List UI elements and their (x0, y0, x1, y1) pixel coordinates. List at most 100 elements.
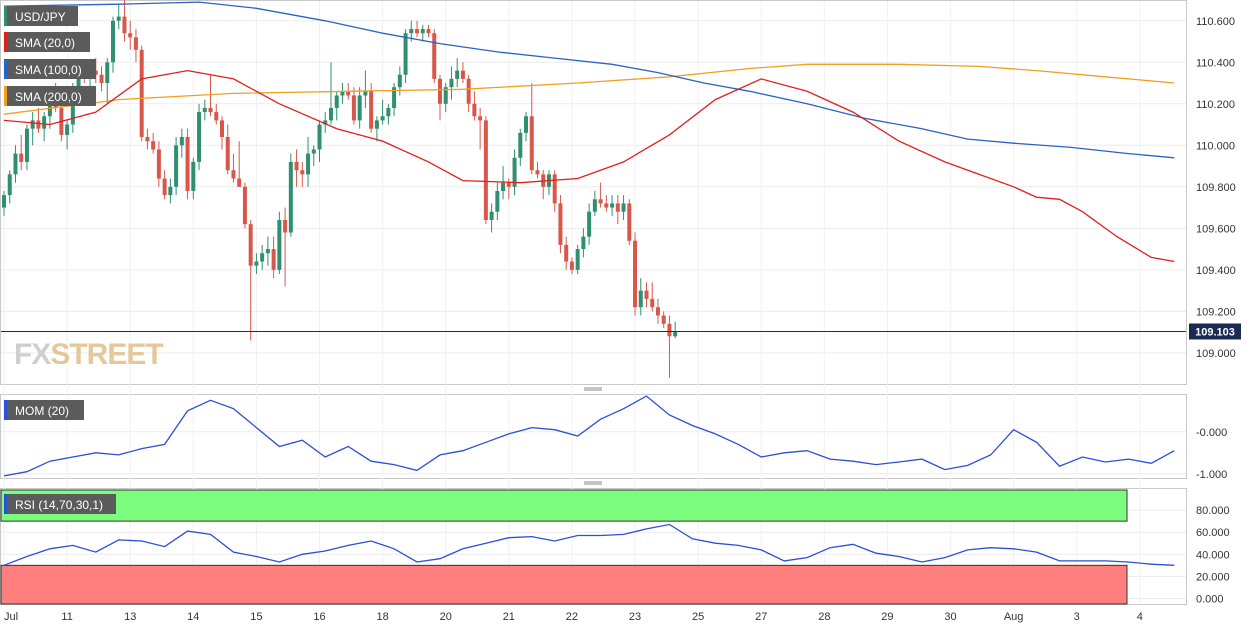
candle (105, 58, 110, 104)
candle-body (65, 124, 70, 135)
candle-body (478, 116, 483, 121)
legend-label-sma100: SMA (100,0) (15, 63, 82, 77)
candle (231, 153, 236, 183)
candle-body (254, 261, 259, 266)
panel-splitter-2[interactable] (584, 481, 602, 485)
candle-body (604, 203, 609, 208)
price-axis-tick-label: 109.600 (1196, 223, 1236, 235)
legend-item-sma200[interactable]: SMA (200,0) (4, 86, 96, 106)
candle (116, 4, 121, 30)
candle-body (655, 307, 660, 316)
rsi-oversold-zone (0, 564, 1128, 605)
candle-body (512, 157, 517, 187)
candle (615, 195, 620, 225)
candle (351, 87, 356, 125)
candle-body (145, 136, 150, 142)
candle (179, 128, 184, 158)
candle (489, 203, 494, 233)
candle-body (598, 199, 603, 204)
candle (535, 161, 540, 179)
candle (386, 103, 391, 125)
candle-body (300, 170, 305, 175)
candle (219, 116, 224, 150)
candle-body (369, 91, 374, 129)
price-axis-tick-label: 110.200 (1196, 99, 1235, 111)
candle (294, 149, 299, 187)
candle-body (317, 124, 322, 150)
candle (317, 120, 322, 162)
candle-body (174, 145, 179, 187)
legend-item-rsi[interactable]: RSI (14,70,30,1) (4, 494, 116, 514)
x-axis-tick-label: 3 (1074, 611, 1080, 623)
legend-item-sma100[interactable]: SMA (100,0) (4, 59, 96, 79)
legend-item-momentum[interactable]: MOM (20) (4, 400, 84, 420)
candle-body (483, 120, 488, 221)
candle (306, 136, 311, 187)
price-axis-tick-label: 109.800 (1196, 182, 1236, 194)
candle (225, 124, 230, 175)
candle-body (328, 107, 333, 121)
indicator-lines (3, 395, 1175, 566)
candle (36, 107, 41, 133)
candle-body (455, 70, 460, 79)
candle (673, 321, 678, 339)
candle-body (271, 249, 276, 270)
candle-body (449, 78, 454, 88)
candle-body (374, 120, 379, 129)
x-axis-tick-label: 16 (313, 611, 325, 623)
candle-body (2, 195, 6, 208)
x-axis-tick-label: 25 (692, 611, 704, 623)
x-axis-tick-label: 18 (376, 611, 388, 623)
legend-item-sma20[interactable]: SMA (20,0) (4, 32, 90, 52)
legend-label-symbol: USD/JPY (15, 10, 66, 24)
candle (300, 161, 305, 187)
candle-body (197, 112, 202, 162)
sma20-line (3, 69, 1175, 263)
candle-body (42, 116, 47, 129)
candle-body (386, 107, 391, 117)
candle-body (346, 91, 351, 96)
panel-splitter-1[interactable] (584, 387, 602, 391)
candle (592, 190, 597, 216)
candle (661, 311, 666, 328)
candle-body (7, 174, 12, 196)
candle (283, 207, 288, 287)
candle (575, 244, 580, 274)
candle (162, 170, 167, 200)
x-axis-tick-label: 22 (566, 611, 578, 623)
candle-body (248, 224, 253, 266)
candle-body (133, 37, 138, 50)
candle (65, 120, 70, 150)
candle-body (621, 203, 626, 212)
candle-body (30, 120, 35, 129)
candle-body (426, 29, 431, 34)
candle-body (472, 103, 477, 117)
candle (569, 257, 574, 274)
candle-body (105, 62, 110, 84)
candle (598, 182, 603, 208)
candle-body (363, 91, 368, 96)
candle (472, 91, 477, 121)
candle-body (357, 95, 362, 121)
candle (340, 83, 345, 104)
legend: USD/JPY SMA (20,0) SMA (100,0) SMA (200,… (4, 6, 116, 514)
candle (13, 145, 18, 183)
candle-body (638, 290, 643, 308)
sma100-line (3, 1, 1175, 159)
candle-body (323, 120, 328, 125)
candle-body (403, 33, 408, 75)
candle-body (242, 186, 247, 225)
candle-body (36, 120, 41, 129)
candle-body (139, 49, 144, 137)
candle-body (19, 153, 24, 162)
candle (512, 149, 517, 196)
price-axis-tick-label: 109.400 (1196, 265, 1236, 277)
candle (564, 236, 569, 270)
candle (334, 91, 339, 121)
candle-body (151, 141, 156, 150)
legend-item-symbol[interactable]: USD/JPY (4, 6, 78, 26)
x-axis-tick-label: 28 (818, 611, 830, 623)
candle (587, 203, 592, 245)
candle (638, 278, 643, 316)
candle (449, 66, 454, 100)
